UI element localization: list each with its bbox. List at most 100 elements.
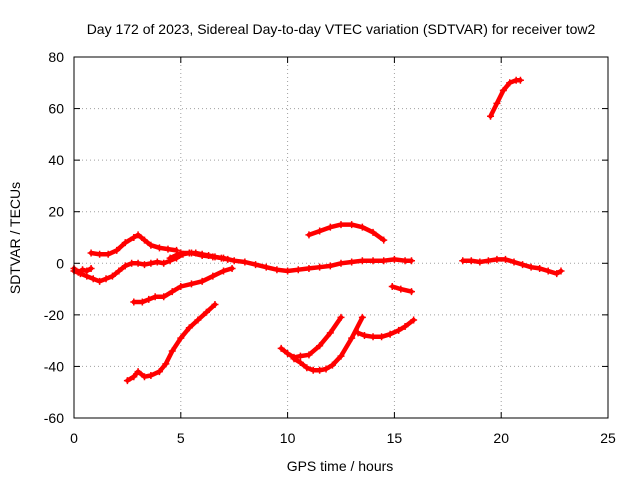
data-point <box>410 316 418 324</box>
data-point <box>501 255 509 263</box>
data-point <box>487 112 495 120</box>
data-point <box>87 264 95 272</box>
data-point <box>166 254 174 262</box>
data-point <box>155 368 163 376</box>
data-point <box>185 324 193 332</box>
data-point <box>337 259 345 267</box>
data-point <box>83 267 91 275</box>
data-point <box>115 267 123 275</box>
data-point <box>128 259 136 267</box>
data-point <box>262 263 270 271</box>
data-point <box>354 329 362 337</box>
data-point <box>273 266 281 274</box>
data-point <box>187 249 195 257</box>
data-point <box>506 79 514 87</box>
y-tick-label: 20 <box>48 204 64 220</box>
plot-frame <box>73 56 609 419</box>
data-point <box>123 377 131 385</box>
chart-title: Day 172 of 2023, Sidereal Day-to-day VTE… <box>87 21 596 37</box>
data-point <box>102 275 110 283</box>
data-point <box>348 258 356 266</box>
data-point <box>177 334 185 342</box>
data-point <box>499 87 507 95</box>
data-point <box>241 258 249 266</box>
data-point <box>493 255 501 263</box>
data-point <box>130 234 138 241</box>
data-point <box>467 257 475 265</box>
data-point <box>348 221 356 229</box>
data-point <box>369 333 377 341</box>
data-point <box>378 333 386 341</box>
data-point <box>96 250 104 258</box>
data-point <box>316 263 324 271</box>
data-point <box>284 350 292 358</box>
data-point <box>305 231 313 239</box>
x-tick-label: 25 <box>600 430 616 446</box>
y-tick-label: 0 <box>56 255 64 271</box>
data-point <box>326 329 334 337</box>
data-point <box>326 223 334 231</box>
data-point <box>147 259 155 267</box>
data-point <box>309 366 317 374</box>
data-point <box>395 326 403 334</box>
axis-ticks: 0 5 10 15 20 25 -60 -40 -20 0 20 40 60 80 <box>44 49 616 446</box>
data-point <box>147 241 155 249</box>
y-tick-label: -60 <box>44 410 64 426</box>
data-point <box>553 270 561 278</box>
data-point <box>130 373 138 381</box>
data-point <box>390 255 398 263</box>
data-point <box>177 249 185 257</box>
data-point <box>162 360 170 368</box>
data-point <box>510 258 518 266</box>
data-point <box>168 288 176 296</box>
data-point <box>277 344 285 352</box>
data-point <box>516 76 524 84</box>
y-tick-label: 80 <box>48 49 64 65</box>
data-point <box>401 257 409 265</box>
x-tick-label: 15 <box>387 430 403 446</box>
data-point <box>536 264 544 272</box>
data-point <box>104 250 112 258</box>
data-point <box>326 262 334 270</box>
x-tick-label: 5 <box>177 430 185 446</box>
data-point <box>557 267 565 275</box>
data-point <box>151 293 159 301</box>
data-point <box>140 236 148 244</box>
data-point <box>544 267 552 275</box>
data-point <box>187 280 195 288</box>
data-point <box>198 252 206 260</box>
data-point <box>476 258 484 266</box>
data-point <box>386 330 394 338</box>
data-point <box>397 285 405 293</box>
data-point <box>337 313 345 321</box>
data-point <box>134 368 142 376</box>
data-point <box>198 277 206 285</box>
data-point <box>407 257 415 265</box>
data-point <box>360 331 368 339</box>
data-point <box>316 342 324 350</box>
data-point <box>160 293 168 301</box>
data-point <box>168 347 176 355</box>
y-tick-label: 40 <box>48 152 64 168</box>
data-point <box>164 245 172 253</box>
data-point <box>305 264 313 272</box>
data-point <box>328 361 336 369</box>
data-point <box>369 257 377 265</box>
data-point <box>87 249 95 257</box>
data-point <box>407 288 415 296</box>
data-point <box>202 308 210 316</box>
y-tick-label: 60 <box>48 101 64 117</box>
y-tick-label: -40 <box>44 358 64 374</box>
data-point <box>220 267 228 275</box>
data-point <box>228 264 236 272</box>
data-point <box>177 282 185 290</box>
data-point <box>230 257 238 265</box>
data-point <box>252 261 260 269</box>
data-series <box>70 76 565 385</box>
data-point <box>134 259 142 267</box>
data-point <box>138 298 146 306</box>
data-point <box>316 227 324 235</box>
data-point <box>209 272 217 280</box>
y-axis-label: SDTVAR / TECUs <box>7 182 23 294</box>
